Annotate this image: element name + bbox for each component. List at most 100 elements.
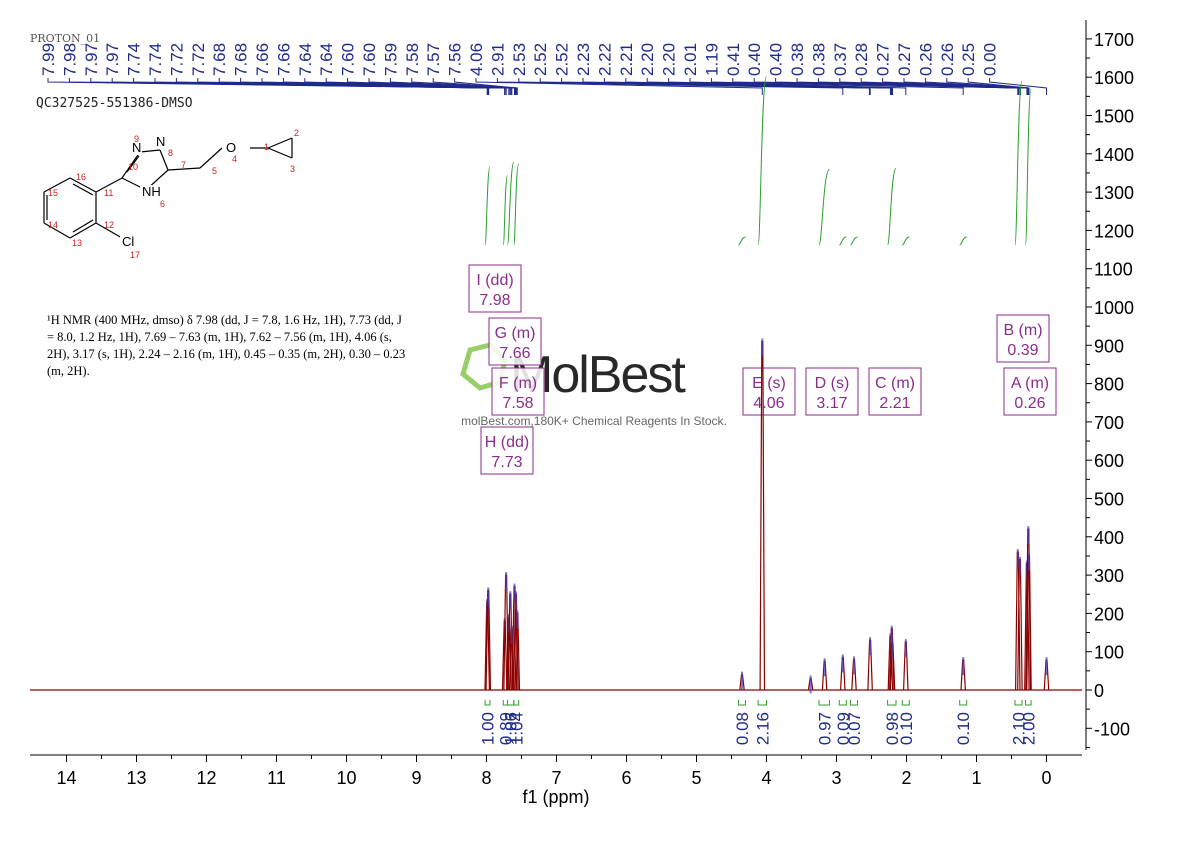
- multiplet-letter: C (m): [875, 375, 915, 392]
- peak-shift-label: 0.27: [874, 43, 893, 76]
- y-tick-label: 0: [1094, 681, 1104, 701]
- multiplet-shift: 0.26: [1014, 395, 1045, 412]
- peak-shift-label: 2.53: [510, 43, 529, 76]
- peak-shift-label: 2.20: [638, 43, 657, 76]
- integral-value: 2.10: [1010, 712, 1029, 745]
- atom-number: 13: [72, 238, 82, 248]
- peak-shift-label: 0.26: [938, 43, 957, 76]
- peak-marker: [1027, 526, 1030, 545]
- peak-shift-label: 7.72: [189, 43, 208, 76]
- integral-value: 0.09: [834, 712, 853, 745]
- peak-shift-label: 2.52: [553, 43, 572, 76]
- bond: [167, 167, 201, 171]
- integral-bracket: [513, 700, 520, 706]
- y-tick-label: 1000: [1094, 298, 1134, 318]
- x-tick-label: 7: [551, 768, 561, 788]
- x-tick-label: 14: [56, 768, 76, 788]
- integral-value: 0.07: [845, 712, 864, 745]
- y-tick-label: 500: [1094, 490, 1124, 510]
- peak-marker: [962, 657, 965, 676]
- peak-shift-label: 4.06: [467, 43, 486, 76]
- y-tick-label: 300: [1094, 566, 1124, 586]
- peak-leader-line: [689, 78, 907, 95]
- integral-bracket: [901, 700, 910, 706]
- integral-curves: [484, 76, 1032, 246]
- sample-name: QC327525-551386-DMSO: [36, 96, 193, 111]
- peak-leader-line: [710, 78, 964, 95]
- multiplet-box: [996, 314, 1050, 363]
- y-tick-label: 700: [1094, 413, 1124, 433]
- atom-number: 11: [104, 188, 113, 198]
- x-tick-label: 0: [1041, 768, 1051, 788]
- integral-bracket: [1025, 700, 1032, 706]
- peak-marker: [1028, 552, 1030, 571]
- bond: [95, 222, 123, 239]
- peak-shift-label: 0.38: [809, 43, 828, 76]
- bond: [267, 147, 293, 159]
- peak-marker: [741, 671, 743, 690]
- integral-curve: [887, 168, 897, 246]
- y-tick-label: 1200: [1094, 221, 1134, 241]
- bond: [43, 177, 71, 193]
- integral-curve: [839, 236, 847, 246]
- bond: [72, 183, 94, 196]
- y-tick-label: 1100: [1094, 260, 1133, 280]
- peak-shift-label: 2.22: [595, 43, 614, 76]
- integral-curve: [902, 236, 910, 246]
- multiplet-shift: 3.17: [816, 395, 847, 412]
- y-tick-label: 400: [1094, 528, 1124, 548]
- integral-value: 0.89: [496, 712, 515, 745]
- integral-value: 0.08: [733, 712, 752, 745]
- multiplet-letter: I (dd): [476, 272, 513, 289]
- integral-bracket: [484, 700, 491, 706]
- integral-curve: [502, 175, 508, 246]
- x-tick-label: 8: [481, 768, 491, 788]
- bond: [121, 151, 141, 179]
- multiplet-letter: H (dd): [485, 434, 529, 451]
- peak-shift-label: 7.60: [360, 43, 379, 76]
- integral-value: 1.06: [502, 712, 521, 745]
- x-tick-label: 6: [621, 768, 631, 788]
- peak-marker: [891, 641, 894, 660]
- peak-shift-label: 7.64: [317, 43, 336, 76]
- peak-leader-line: [475, 78, 763, 95]
- multiplet-labels: I (dd) 7.98 G (m) 7.66 F (m) 7.58 H (dd) 7.73 E …: [468, 264, 1057, 475]
- y-tick-label: 1400: [1094, 145, 1134, 165]
- integral-bracket: [959, 700, 968, 706]
- peak-marker: [509, 591, 512, 610]
- atom-number: 10: [128, 162, 138, 172]
- y-tick-label: 200: [1094, 604, 1124, 624]
- peak-shift-label: 7.60: [339, 43, 358, 76]
- peak-marker: [904, 639, 907, 658]
- peak-marker: [505, 572, 508, 591]
- atom-number: 7: [181, 160, 186, 170]
- multiplet-shift: 2.21: [879, 395, 910, 412]
- atom-number: 6: [160, 199, 165, 209]
- integral-bracket: [502, 700, 508, 706]
- x-tick-label: 10: [336, 768, 356, 788]
- atom-label: N: [156, 134, 165, 149]
- y-tick-label: 1300: [1094, 183, 1134, 203]
- integral-curve: [818, 168, 830, 246]
- integral-curve: [959, 236, 967, 246]
- bond: [72, 219, 94, 233]
- multiplet-shift: 7.58: [502, 395, 533, 412]
- peak-shift-label: 2.23: [574, 43, 593, 76]
- atom-label: NH: [142, 184, 161, 199]
- multiplet-shift: 7.66: [499, 345, 530, 362]
- y-tick-label: 100: [1094, 643, 1124, 663]
- peak-marker: [809, 675, 812, 694]
- peak-shift-label: 2.91: [488, 43, 507, 76]
- multiplet-letter: A (m): [1011, 375, 1049, 392]
- integral-values: 1.000.891.061.04 0.08 2.16 0.97 0.090.07 0.98…: [479, 700, 1038, 745]
- integral-bracket: [1014, 700, 1023, 706]
- bond: [159, 149, 169, 171]
- atom-number: 4: [232, 154, 237, 164]
- y-tick-label: -100: [1094, 719, 1130, 739]
- multiplet-shift: 7.73: [491, 454, 522, 471]
- multiplet-shift: 4.06: [753, 395, 784, 412]
- peak-shift-label: 7.57: [424, 43, 443, 76]
- peak-shift-label: 7.74: [146, 43, 165, 76]
- x-axis-label: f1 (ppm): [522, 787, 589, 807]
- atom-bg: [224, 141, 246, 155]
